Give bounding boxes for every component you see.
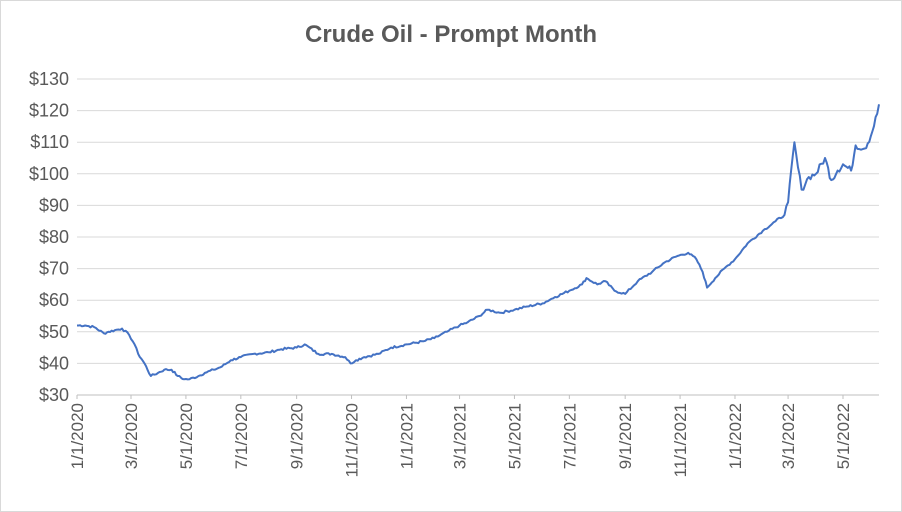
series-line: [77, 104, 880, 381]
y-tick-label: $60: [39, 290, 69, 310]
y-tick-label: $130: [29, 69, 69, 89]
y-tick-label: $40: [39, 353, 69, 373]
y-tick-label: $70: [39, 259, 69, 279]
x-tick-label: 5/1/2020: [177, 403, 196, 469]
y-tick-label: $110: [30, 132, 69, 152]
x-tick-label: 7/1/2021: [560, 403, 579, 469]
x-tick-label: 1/1/2022: [726, 403, 745, 469]
y-tick-label: $90: [39, 195, 69, 215]
x-tick-label: 3/1/2021: [451, 403, 470, 469]
y-tick-label: $30: [39, 385, 69, 405]
x-tick-label: 1/1/2021: [397, 403, 416, 469]
x-tick-label: 9/1/2020: [288, 403, 307, 469]
y-tick-label: $50: [39, 322, 69, 342]
x-tick-label: 11/1/2021: [671, 403, 690, 477]
x-tick-label: 1/1/2020: [68, 403, 87, 469]
x-tick-label: 5/1/2022: [834, 403, 853, 469]
chart-title: Crude Oil - Prompt Month: [305, 21, 597, 48]
x-tick-label: 3/1/2022: [779, 403, 798, 469]
y-tick-label: $120: [29, 101, 69, 121]
x-tick-label: 5/1/2021: [505, 403, 524, 469]
x-tick-label: 3/1/2020: [122, 403, 141, 469]
y-tick-label: $100: [29, 164, 69, 184]
x-tick-label: 7/1/2020: [232, 403, 251, 469]
x-tick-label: 11/1/2020: [343, 403, 362, 477]
y-tick-label: $80: [39, 227, 69, 247]
x-tick-label: 9/1/2021: [616, 403, 635, 469]
